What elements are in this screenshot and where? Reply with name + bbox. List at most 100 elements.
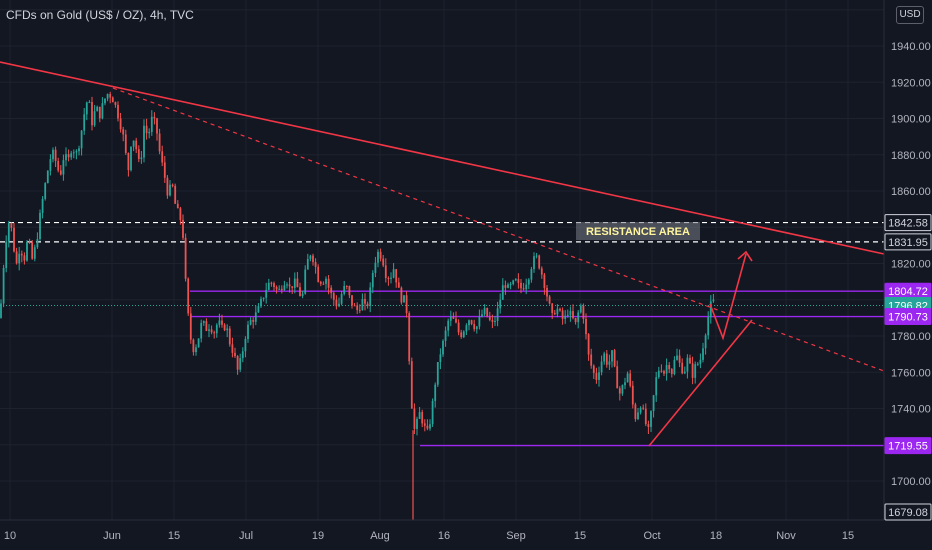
candle-body <box>44 183 47 199</box>
price-tag-1790.73[interactable]: 1790.73 <box>884 308 932 326</box>
candle <box>668 362 671 374</box>
candle <box>494 316 496 326</box>
resistance-area-box[interactable] <box>576 222 700 240</box>
candle <box>608 354 611 371</box>
candle-body <box>410 361 413 409</box>
candle <box>486 307 489 318</box>
candle <box>579 303 582 314</box>
candle-body <box>267 282 270 290</box>
candle-body <box>377 251 379 263</box>
candle-body <box>18 253 21 264</box>
candle-body <box>553 313 556 315</box>
time-tick-label: 10 <box>4 530 16 542</box>
candle <box>468 319 470 331</box>
candle <box>83 108 86 135</box>
candle-body <box>330 287 333 294</box>
candle <box>169 179 171 197</box>
dashed-downtrend-line[interactable] <box>112 87 885 372</box>
candle <box>301 290 304 299</box>
candle-body <box>390 277 392 279</box>
candle <box>189 306 192 344</box>
candle <box>41 196 44 219</box>
candle <box>130 146 132 172</box>
candle-body <box>291 286 294 288</box>
candle-body <box>556 308 559 315</box>
candle-body <box>67 154 70 158</box>
candle-body <box>600 361 603 373</box>
candle-body <box>148 131 151 134</box>
candle <box>452 312 455 320</box>
candle-body <box>13 227 15 252</box>
main-downtrend-line[interactable] <box>0 61 885 255</box>
candle-body <box>23 255 26 261</box>
candle-body <box>483 307 486 315</box>
candle-body <box>218 320 221 325</box>
candle <box>208 324 210 338</box>
candle-body <box>262 297 265 299</box>
candle-body <box>327 278 330 288</box>
candle <box>483 304 486 317</box>
candle <box>501 278 504 300</box>
candle <box>260 296 262 309</box>
symbol-title[interactable]: CFDs on Gold (US$ / OZ), 4h, TVC <box>6 8 194 22</box>
candle-body <box>517 279 520 283</box>
candle-body <box>75 151 78 153</box>
projection-zigzag[interactable] <box>709 253 747 341</box>
price-tick-label: 1920.00 <box>891 77 931 89</box>
price-tag-1831.95[interactable]: 1831.95 <box>884 233 932 251</box>
candle-body <box>416 418 418 429</box>
candle-body <box>249 319 252 325</box>
candle-body <box>158 133 161 152</box>
candle-body <box>507 284 509 288</box>
candle <box>691 356 694 385</box>
candle-body <box>418 412 421 419</box>
candle-body <box>460 332 463 338</box>
candle-body <box>465 325 468 332</box>
candle <box>223 323 226 332</box>
candle <box>707 311 710 340</box>
price-tag-1679.08[interactable]: 1679.08 <box>884 503 932 521</box>
candle <box>670 368 673 378</box>
candle <box>150 110 153 136</box>
candle <box>434 382 437 408</box>
candle-body <box>637 412 639 420</box>
candle-body <box>57 160 60 171</box>
candle-body <box>642 407 645 409</box>
time-tick-label: Sep <box>506 530 526 542</box>
candle-body <box>486 307 489 317</box>
uptrend-support-line[interactable] <box>648 319 753 447</box>
price-tag-1719.55[interactable]: 1719.55 <box>884 437 932 455</box>
candle <box>496 301 499 327</box>
candle <box>694 361 697 384</box>
candle-body <box>252 319 255 322</box>
candle-body <box>46 170 49 184</box>
candle <box>605 350 608 368</box>
candle <box>114 101 117 108</box>
candle <box>280 285 283 294</box>
candle <box>262 297 265 302</box>
candle <box>283 280 286 291</box>
candle-body <box>520 282 522 289</box>
price-tag-1804.72[interactable]: 1804.72 <box>884 282 932 300</box>
candle <box>699 353 702 369</box>
candle <box>228 325 231 347</box>
candle-body <box>457 322 460 333</box>
candle <box>137 145 140 163</box>
candle-body <box>577 312 580 323</box>
price-tag-1842.58[interactable]: 1842.58 <box>884 214 932 232</box>
candle <box>650 410 652 433</box>
candle-body <box>127 152 130 171</box>
candle <box>621 384 624 396</box>
currency-badge[interactable]: USD <box>896 6 924 24</box>
candle <box>106 93 109 102</box>
candle <box>639 406 642 415</box>
candle <box>587 333 590 361</box>
candle <box>327 275 330 295</box>
candle <box>660 364 663 373</box>
candle-body <box>660 370 663 372</box>
candle <box>514 278 517 282</box>
candle-body <box>119 118 122 130</box>
candle-body <box>41 198 44 213</box>
